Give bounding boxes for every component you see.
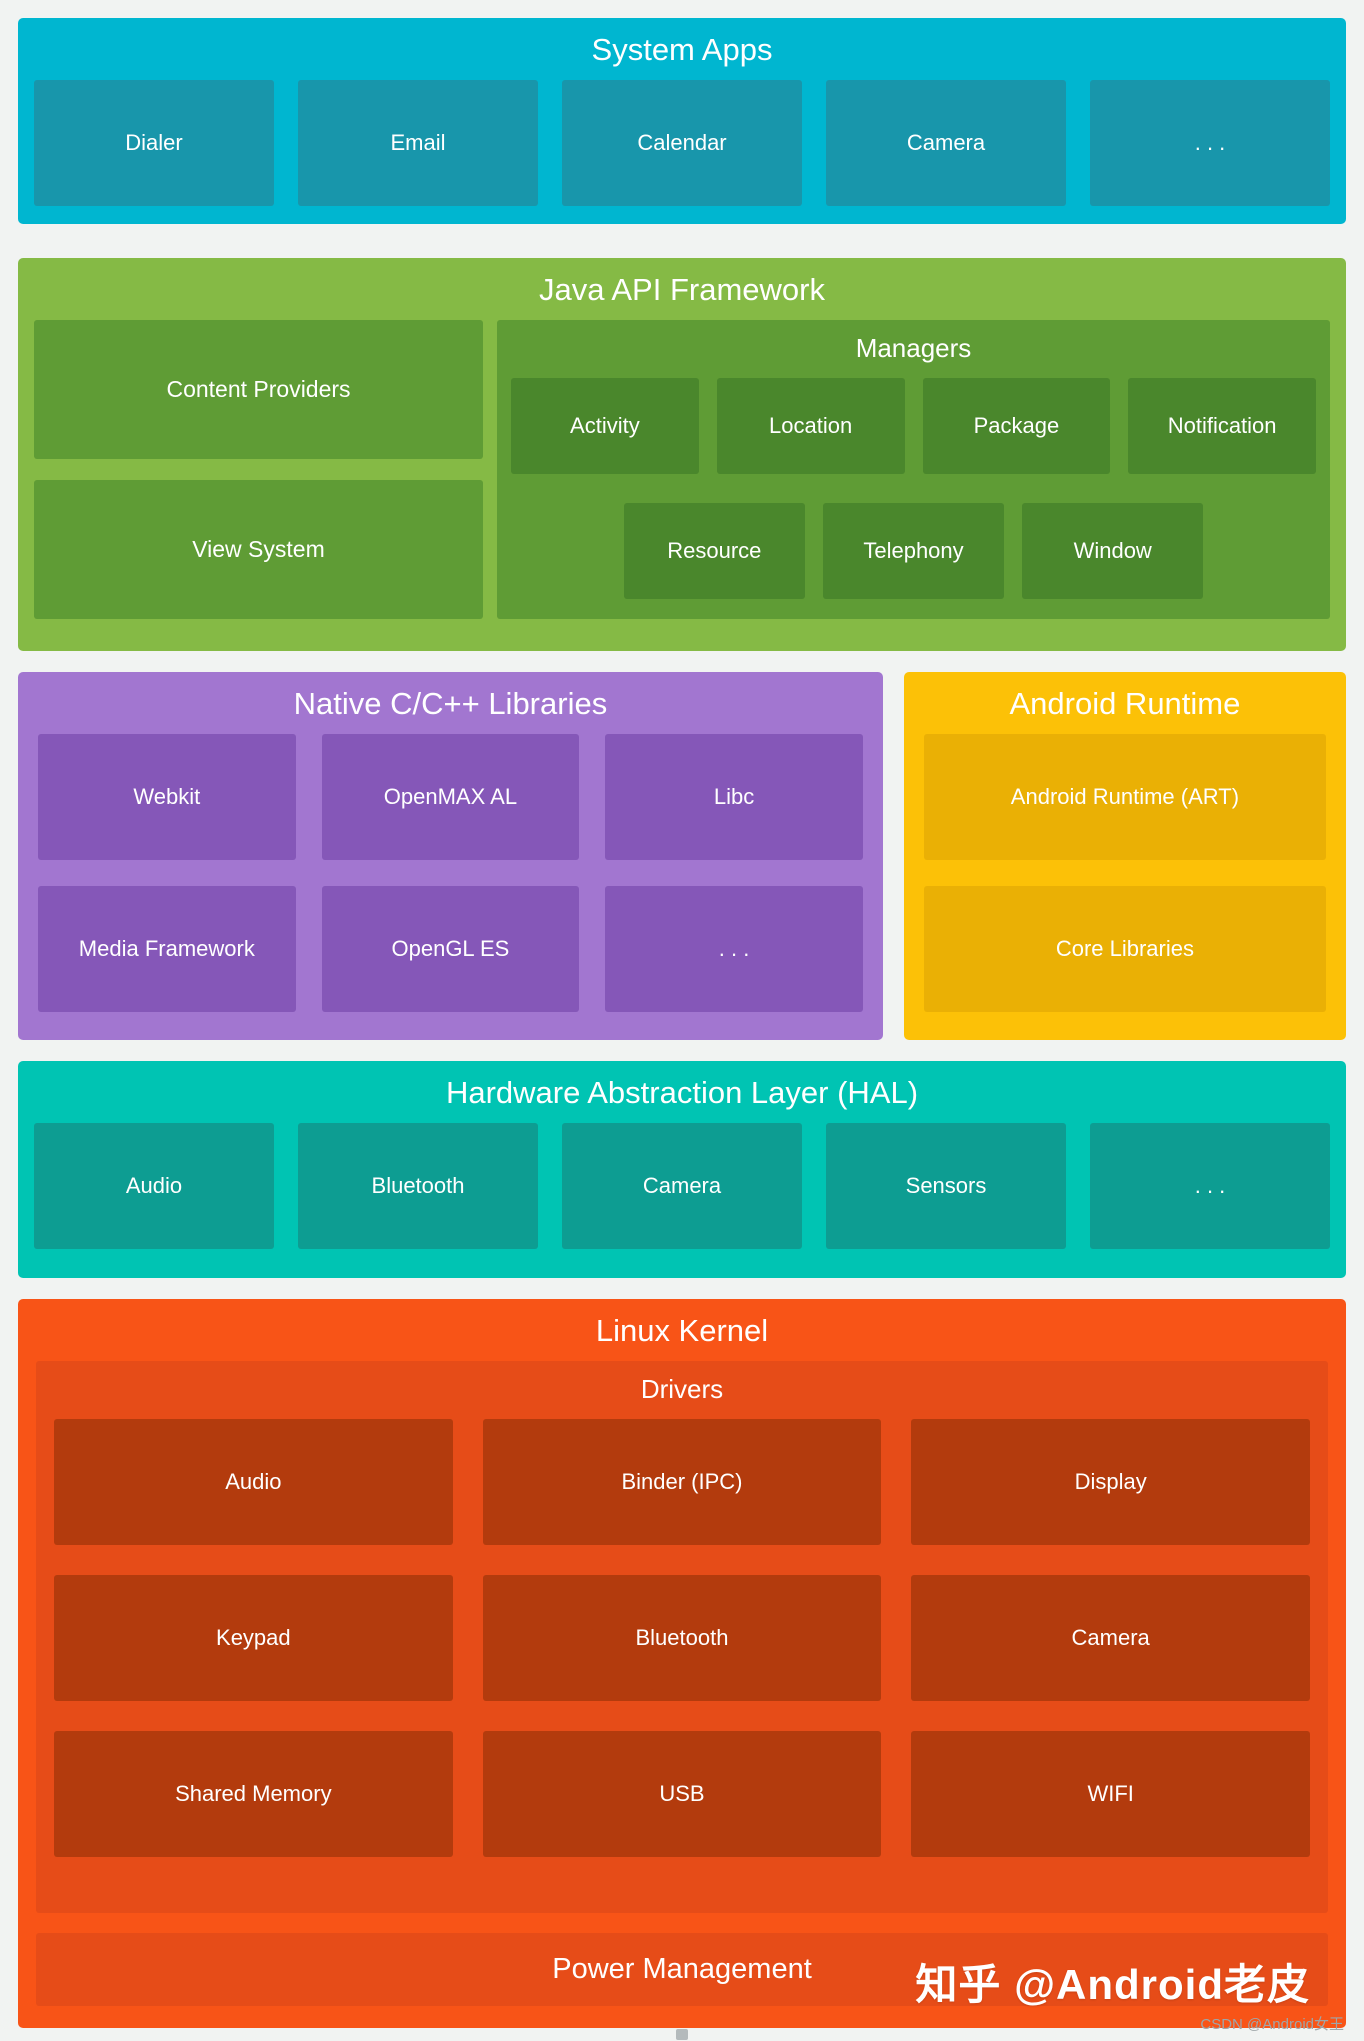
- layer-native-libraries: Native C/C++ Libraries Webkit OpenMAX AL…: [18, 672, 883, 1040]
- watermark-csdn: CSDN @Android女王: [1200, 2016, 1344, 2033]
- managers-group: Managers Activity Location Package Notif…: [497, 320, 1330, 620]
- box-view-system: View System: [34, 480, 483, 620]
- box-driver-bluetooth: Bluetooth: [482, 1574, 882, 1701]
- linux-kernel-title: Linux Kernel: [595, 1313, 769, 1348]
- box-driver-shared-memory: Shared Memory: [54, 1730, 453, 1857]
- box-core-libraries: Core Libraries: [923, 886, 1326, 1013]
- java-api-content: Content Providers View System Managers A…: [34, 320, 1330, 620]
- layer-system-apps: System Apps Dialer Email Calendar Camera…: [18, 18, 1346, 224]
- box-hal-ellipsis: . . .: [1090, 1123, 1330, 1250]
- system-apps-title: System Apps: [591, 32, 773, 67]
- box-content-providers: Content Providers: [34, 320, 483, 460]
- box-opengl-es: OpenGL ES: [321, 886, 580, 1013]
- java-api-title: Java API Framework: [539, 272, 825, 307]
- box-dialer: Dialer: [34, 80, 274, 207]
- box-apps-ellipsis: . . .: [1090, 80, 1330, 207]
- drivers-group: Drivers Audio Binder (IPC) Display Keypa…: [36, 1361, 1328, 1913]
- box-driver-audio: Audio: [54, 1418, 453, 1545]
- android-runtime-title: Android Runtime: [1009, 686, 1241, 721]
- layer-android-runtime: Android Runtime Android Runtime (ART) Co…: [903, 672, 1346, 1040]
- box-activity-manager: Activity: [511, 377, 699, 474]
- box-telephony-manager: Telephony: [822, 502, 1005, 599]
- managers-row-1: Activity Location Package Notification: [511, 377, 1316, 474]
- box-hal-camera: Camera: [562, 1123, 802, 1250]
- native-libraries-grid: Webkit OpenMAX AL Libc Media Framework O…: [38, 734, 863, 1013]
- scrollbar-thumb[interactable]: [676, 2029, 688, 2040]
- box-driver-usb: USB: [482, 1730, 882, 1857]
- box-driver-wifi: WIFI: [911, 1730, 1310, 1857]
- box-hal-sensors: Sensors: [826, 1123, 1066, 1250]
- box-android-runtime-art: Android Runtime (ART): [923, 734, 1326, 861]
- hal-row: Audio Bluetooth Camera Sensors . . .: [34, 1123, 1330, 1250]
- hal-title: Hardware Abstraction Layer (HAL): [445, 1075, 919, 1110]
- box-driver-display: Display: [911, 1418, 1310, 1545]
- native-and-runtime-row: Native C/C++ Libraries Webkit OpenMAX AL…: [18, 672, 1346, 1040]
- system-apps-row: Dialer Email Calendar Camera . . .: [34, 80, 1330, 207]
- box-driver-binder-ipc: Binder (IPC): [482, 1418, 882, 1545]
- layer-hal: Hardware Abstraction Layer (HAL) Audio B…: [18, 1061, 1346, 1278]
- android-runtime-column: Android Runtime (ART) Core Libraries: [923, 734, 1326, 1013]
- managers-row-2: Resource Telephony Window: [623, 502, 1204, 599]
- box-calendar: Calendar: [562, 80, 802, 207]
- box-libc: Libc: [605, 734, 863, 861]
- box-email: Email: [298, 80, 538, 207]
- box-openmax-al: OpenMAX AL: [321, 734, 580, 861]
- box-media-framework: Media Framework: [38, 886, 296, 1013]
- box-location-manager: Location: [716, 377, 905, 474]
- box-notification-manager: Notification: [1128, 377, 1316, 474]
- watermark-zhihu: 知乎 @Android老皮: [915, 1961, 1310, 2008]
- layer-linux-kernel: Linux Kernel Drivers Audio Binder (IPC) …: [18, 1299, 1346, 2028]
- native-libraries-title: Native C/C++ Libraries: [293, 686, 608, 721]
- managers-title: Managers: [855, 333, 972, 364]
- box-package-manager: Package: [922, 377, 1111, 474]
- box-hal-bluetooth: Bluetooth: [298, 1123, 538, 1250]
- box-native-ellipsis: . . .: [605, 886, 863, 1013]
- box-camera-app: Camera: [826, 80, 1066, 207]
- box-window-manager: Window: [1022, 502, 1204, 599]
- layer-java-api-framework: Java API Framework Content Providers Vie…: [18, 258, 1346, 651]
- java-left-column: Content Providers View System: [34, 320, 483, 620]
- box-resource-manager: Resource: [623, 502, 805, 599]
- box-webkit: Webkit: [38, 734, 296, 861]
- box-hal-audio: Audio: [34, 1123, 274, 1250]
- box-driver-camera: Camera: [911, 1574, 1310, 1701]
- drivers-grid: Audio Binder (IPC) Display Keypad Blueto…: [54, 1418, 1310, 1857]
- box-driver-keypad: Keypad: [54, 1574, 453, 1701]
- drivers-title: Drivers: [640, 1374, 724, 1405]
- box-power-management: Power Management: [36, 1933, 1328, 2006]
